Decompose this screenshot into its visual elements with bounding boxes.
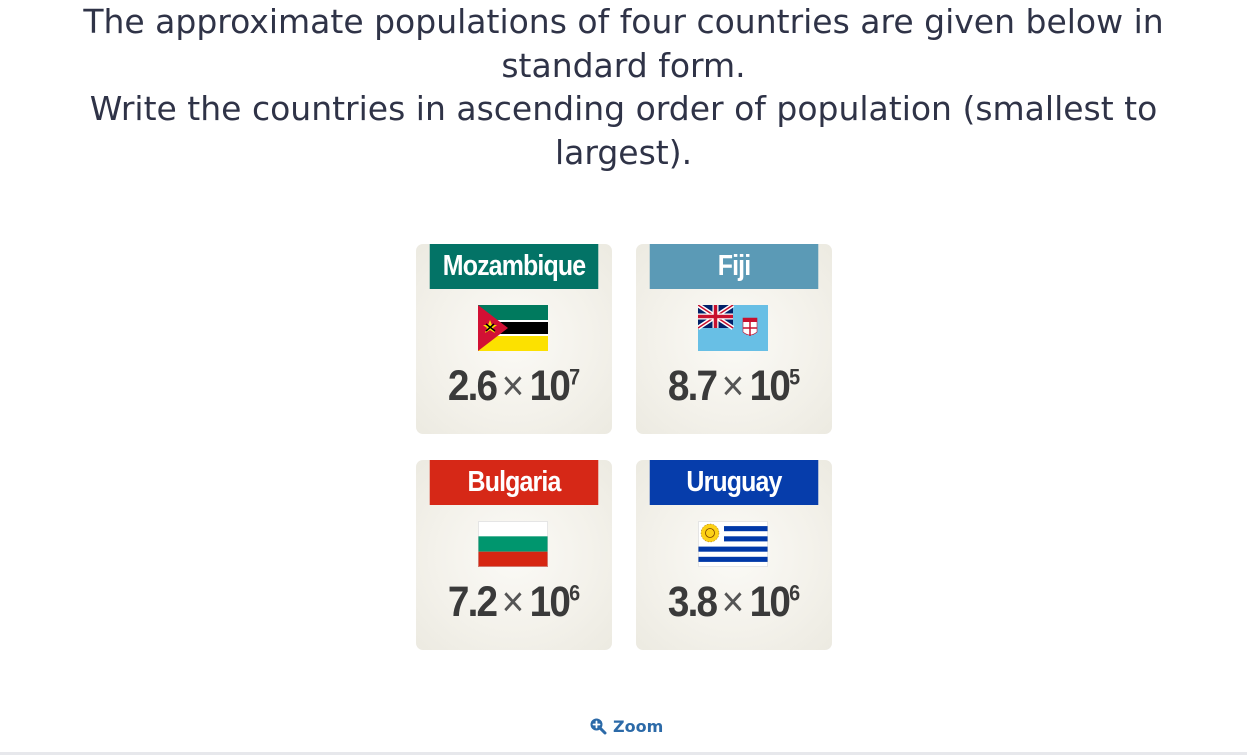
base: 10: [749, 362, 791, 410]
card-header-uruguay: Uruguay: [649, 460, 819, 505]
exponent: 5: [789, 364, 801, 390]
zoom-button[interactable]: Zoom: [589, 715, 663, 737]
question-line-2: Write the countries in ascending order o…: [89, 89, 1158, 172]
mantissa: 8.7: [667, 362, 718, 410]
card-fiji: Fiji 8.7 × 105: [636, 244, 832, 434]
question-line-1: The approximate populations of four coun…: [83, 2, 1164, 85]
times-symbol: ×: [721, 578, 745, 626]
mantissa: 7.2: [447, 578, 498, 626]
card-header-mozambique: Mozambique: [429, 244, 599, 289]
base: 10: [749, 578, 791, 626]
base: 10: [529, 578, 571, 626]
population-figure: Mozambique 2.6 × 107 Fiji: [416, 244, 833, 652]
times-symbol: ×: [721, 362, 745, 410]
mantissa: 3.8: [667, 578, 718, 626]
population-value-bulgaria: 7.2 × 106: [426, 578, 602, 627]
zoom-in-icon: [590, 718, 607, 735]
uruguay-flag-icon: [698, 521, 768, 567]
zoom-label: Zoom: [613, 716, 664, 736]
exponent: 6: [569, 580, 581, 606]
bulgaria-flag-icon: [478, 521, 548, 567]
population-value-mozambique: 2.6 × 107: [426, 362, 602, 411]
card-uruguay: Uruguay 3.8 × 106: [636, 460, 832, 650]
card-header-bulgaria: Bulgaria: [429, 460, 599, 505]
population-value-fiji: 8.7 × 105: [646, 362, 822, 411]
mozambique-flag-icon: [478, 305, 548, 351]
times-symbol: ×: [501, 362, 525, 410]
exponent: 7: [569, 364, 581, 390]
base: 10: [529, 362, 571, 410]
card-header-fiji: Fiji: [649, 244, 819, 289]
population-value-uruguay: 3.8 × 106: [646, 578, 822, 627]
mantissa: 2.6: [447, 362, 498, 410]
question-text: The approximate populations of four coun…: [40, 0, 1207, 174]
exponent: 6: [789, 580, 801, 606]
fiji-flag-icon: [698, 305, 768, 351]
times-symbol: ×: [501, 578, 525, 626]
card-bulgaria: Bulgaria 7.2 × 106: [416, 460, 612, 650]
card-mozambique: Mozambique 2.6 × 107: [416, 244, 612, 434]
bottom-divider: [0, 752, 1247, 755]
